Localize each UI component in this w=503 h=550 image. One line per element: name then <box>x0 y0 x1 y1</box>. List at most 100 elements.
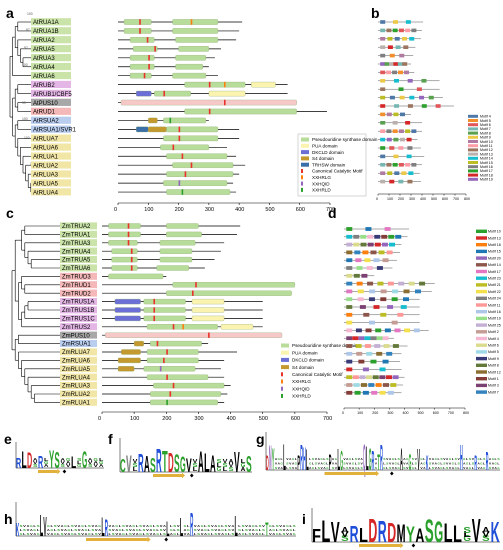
logo-letter: A <box>489 457 491 461</box>
legend-label: Pseudouridine synthase domain <box>312 137 378 142</box>
logo-letter: A <box>61 524 65 528</box>
motif-legend-swatch <box>476 316 487 321</box>
s4-domain <box>117 366 135 372</box>
motif-block <box>407 104 413 108</box>
logo-letter: A <box>389 457 391 461</box>
logo-letter: L <box>37 528 40 532</box>
logo-letter: V <box>74 524 78 528</box>
gene-label-box <box>31 143 71 151</box>
motif-block <box>362 390 369 395</box>
gene-label-box <box>60 239 97 247</box>
legend-swatch <box>281 379 283 384</box>
motif-block <box>380 112 386 117</box>
motif-block <box>370 336 377 341</box>
logo-letter: L <box>91 532 94 536</box>
logo-letter: A <box>480 466 482 470</box>
logo-letter: S <box>360 466 363 470</box>
logo-letter: G <box>132 524 135 528</box>
s4-domain <box>133 340 144 347</box>
legend-label: XXHQID <box>292 386 310 391</box>
gene-label-box <box>60 298 97 305</box>
pseudouridine-synthase-domain <box>108 223 141 229</box>
bootstrap-value: 97 <box>24 46 28 50</box>
catalytic-motif <box>130 248 133 254</box>
logo-letter: A <box>423 466 425 470</box>
gene-label: AtRLUA7 <box>33 137 59 143</box>
pseudouridine-synthase-domain <box>160 144 210 151</box>
panel-a-domain-architectures <box>118 19 327 195</box>
axis-tick-label: 100 <box>130 416 139 422</box>
motif-block <box>385 375 392 380</box>
logo-letter: S <box>489 466 492 470</box>
logo-letter: L <box>193 467 199 473</box>
motif-block <box>414 289 421 294</box>
motif-block <box>386 129 392 133</box>
logo-letter: A <box>295 466 297 470</box>
logo-letter: G <box>66 457 71 463</box>
logo-letter: G <box>434 517 443 549</box>
legend-label: Canonical Catalytic Motif <box>292 372 343 377</box>
logo-letter: L <box>472 466 475 470</box>
pseudouridine-synthase-domain <box>159 256 193 263</box>
logo-letter: L <box>457 466 460 470</box>
logo-letter: L <box>77 460 81 466</box>
motif-block <box>398 28 404 33</box>
motif-block <box>358 336 365 341</box>
motif-legend-swatch <box>476 377 487 381</box>
logo-letter: V <box>349 466 352 470</box>
logo-letter: A <box>375 457 377 461</box>
gene-label: AtRLUA4 <box>33 190 59 196</box>
pseudouridine-synthase-domain <box>150 340 202 347</box>
logo-letter: A <box>352 466 354 470</box>
catalytic-motif <box>192 290 194 296</box>
motif-block <box>380 146 386 150</box>
logo-letter: V <box>64 532 68 536</box>
legend-box <box>297 133 367 197</box>
logo-letter: A <box>477 461 479 465</box>
gene-label-box <box>31 98 71 106</box>
motif-block <box>346 344 353 348</box>
logo-letter: G <box>463 457 465 461</box>
xxhrld-motif <box>166 399 168 406</box>
logo-letter: S <box>91 528 94 532</box>
logo-letter: V <box>150 532 154 536</box>
motif-block <box>346 320 353 325</box>
logo-letter: L <box>306 444 309 477</box>
panel-a-length-axis: 0 100 200 300 400 500 600 700 <box>114 202 335 213</box>
logo-letter: S <box>326 457 329 461</box>
motif-block <box>346 281 353 286</box>
s4-domain <box>121 349 141 355</box>
logo-letter: A <box>132 528 136 532</box>
logo-letter: V <box>27 528 31 532</box>
logo-letter: A <box>27 524 31 528</box>
logo-letter: G <box>88 532 91 536</box>
logo-letter: S <box>61 463 66 469</box>
motif-block <box>380 154 386 159</box>
logo-letter: S <box>249 532 252 536</box>
axis-tick-label: 600 <box>296 207 305 213</box>
panel-c-domain-architectures <box>102 223 296 406</box>
gene-label: AtRUA3 <box>33 56 55 62</box>
motif-legend-swatch <box>476 330 487 334</box>
logo-letter: L <box>321 514 330 549</box>
motif-legend-swatch <box>476 296 487 300</box>
logo-letter: G <box>340 445 343 476</box>
logo-letter: V <box>61 528 65 532</box>
logo-letter: S <box>346 466 349 470</box>
logo-letter: V <box>223 459 228 465</box>
logo-letter: G <box>278 457 280 461</box>
axis-tick-label: 500 <box>265 207 274 213</box>
panel-c-gene-labels: ZmTRUA2 ZmTRUA1 ZmTRUA3 ZmTRUA4 ZmTRUA5 ZmTRU… <box>60 222 97 407</box>
logo-letter: R <box>138 450 144 478</box>
motif-block <box>421 79 427 83</box>
logo-letter: S <box>133 463 138 469</box>
motif-block <box>391 297 398 302</box>
motif-block <box>403 289 410 294</box>
logo-letter: G <box>37 532 40 536</box>
logo-letter: V <box>23 524 27 528</box>
logo-letter: G <box>94 457 99 463</box>
logo-letter: G <box>20 532 23 536</box>
logo-letter: v <box>126 444 132 479</box>
logo-letter: V <box>201 532 205 536</box>
logo-letter: G <box>217 467 222 473</box>
